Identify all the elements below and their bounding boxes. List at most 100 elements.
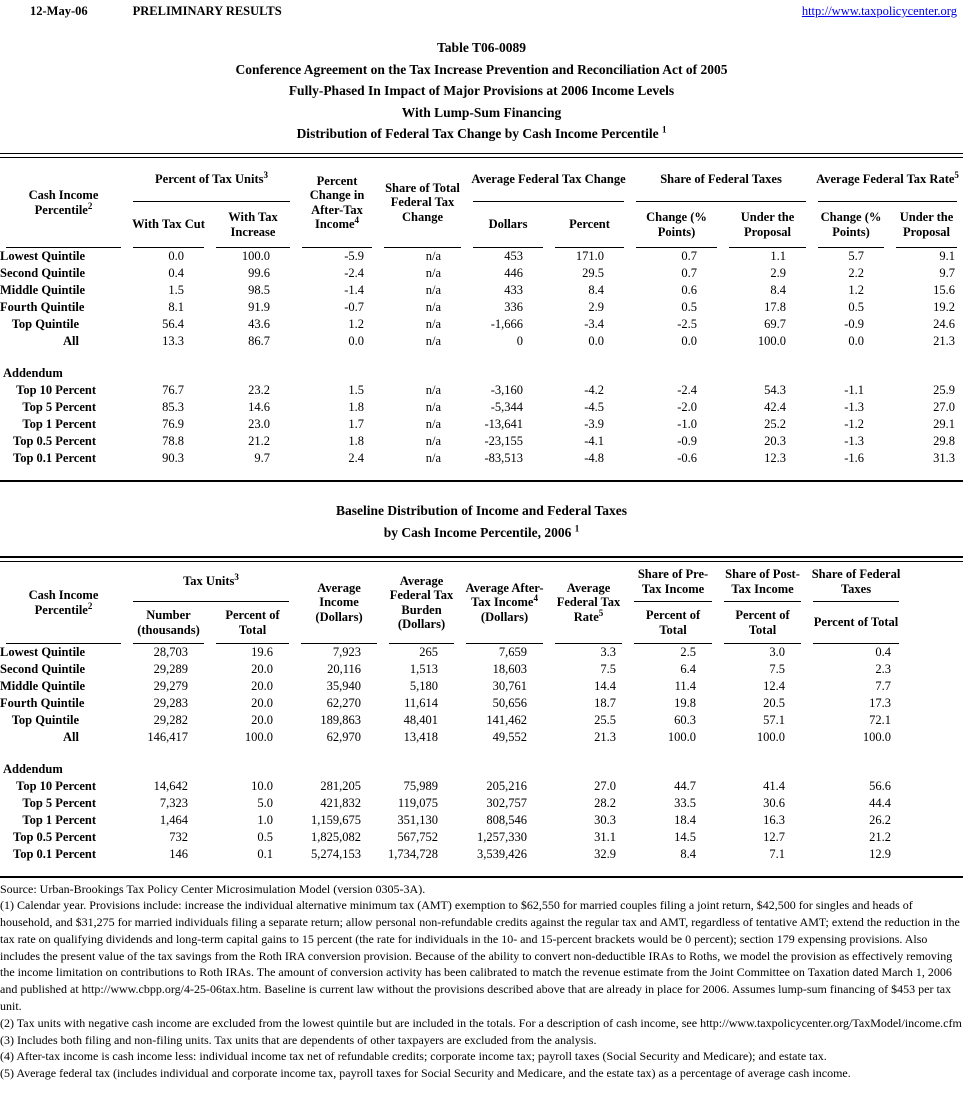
value-cell: 31.3	[933, 450, 956, 465]
source-note: Source: Urban-Brookings Tax Policy Cente…	[0, 881, 426, 896]
value-cell: 7.1	[769, 846, 786, 861]
value-cell: 27.0	[594, 778, 617, 793]
value-cell: 0.5	[848, 299, 865, 314]
table-row: Top 5 Percent 7,323 5.0 421,832 119,075 302,7…	[0, 795, 963, 812]
value-cell: 5,180	[409, 678, 439, 693]
value-cell: 44.7	[674, 778, 697, 793]
value-cell: 8.4	[680, 846, 697, 861]
title-line-impact: Fully-Phased In Impact of Major Provisio…	[288, 83, 675, 98]
value-cell: 54.3	[764, 382, 787, 397]
spacer-cell	[905, 778, 963, 795]
table-row: Top Quintile 29,282 20.0 189,863 48,401 141,4…	[0, 712, 963, 729]
table2-top-rule	[0, 555, 963, 562]
gap-row-cell	[0, 350, 963, 365]
gap-row-cell	[0, 863, 963, 876]
value-cell: 29,289	[153, 661, 188, 676]
value-cell: 20.0	[251, 678, 274, 693]
value-cell: 8.4	[770, 282, 787, 297]
value-cell: 56.6	[869, 778, 892, 793]
value-cell: 9.1	[939, 248, 956, 263]
value-cell: 62,970	[326, 729, 362, 744]
row-label: Top 1 Percent	[22, 416, 96, 431]
colgroup-average-federal-tax-rate: Average Federal Tax Rate5	[812, 158, 963, 202]
value-cell: -3.4	[584, 316, 605, 331]
table2-title: Baseline Distribution of Income and Fede…	[0, 500, 963, 544]
col-fed-taxes-percent-of-total: Percent of Total	[807, 602, 905, 644]
table-row: All 13.3 86.7 0.0 n/a 0 0.0 0.0 100.0 0.0 21.3	[0, 333, 963, 350]
value-cell: 12.4	[763, 678, 786, 693]
value-cell: -1.2	[844, 416, 865, 431]
col-average-federal-tax-rate: Average Federal Tax Rate5	[549, 562, 628, 644]
value-cell: 14,642	[153, 778, 188, 793]
value-cell: -4.2	[584, 382, 605, 397]
table1-bottom-rule	[0, 479, 963, 482]
value-cell: 49,552	[492, 729, 528, 744]
tax-change-table: Cash Income Percentile2 Percent of Tax U…	[0, 158, 963, 480]
table-row: Top 1 Percent 1,464 1.0 1,159,675 351,130 808…	[0, 812, 963, 829]
spacer-cell	[905, 712, 963, 729]
gap-row-cell	[0, 746, 963, 761]
row-label: All	[63, 729, 79, 744]
value-cell: 9.7	[254, 450, 271, 465]
value-cell: 446	[504, 265, 524, 280]
value-cell: 9.7	[939, 265, 956, 280]
row-label: Top Quintile	[11, 712, 79, 727]
value-cell: 20.0	[251, 661, 274, 676]
row-label: Fourth Quintile	[0, 695, 85, 710]
row-label: Top 0.5 Percent	[13, 433, 96, 448]
table-row: Top 5 Percent 85.3 14.6 1.8 n/a -5,344 -4.5 -2.…	[0, 399, 963, 416]
spacer-cell	[905, 661, 963, 678]
col-rate-under-proposal: Under the Proposal	[890, 202, 963, 248]
value-cell: 43.6	[248, 316, 271, 331]
value-cell: 19.6	[251, 644, 274, 659]
value-cell: 25.9	[933, 382, 956, 397]
table-row: Middle Quintile 29,279 20.0 35,940 5,180 30,7…	[0, 678, 963, 695]
row-label: Top 10 Percent	[16, 382, 96, 397]
table-row: Second Quintile 29,289 20.0 20,116 1,513 18,6…	[0, 661, 963, 678]
table-row: Lowest Quintile 28,703 19.6 7,923 265 7,659 3.…	[0, 644, 963, 661]
row-label: Middle Quintile	[0, 678, 86, 693]
value-cell: 302,757	[486, 795, 528, 810]
value-cell: 5.7	[848, 248, 865, 263]
value-cell: 1,734,728	[388, 846, 439, 861]
row-label: Top 10 Percent	[16, 778, 96, 793]
footnote-1: (1) Calendar year. Provisions include: i…	[0, 898, 960, 1014]
footnote-2: (2) Tax units with negative cash income …	[0, 1015, 962, 1030]
value-cell: 3,539,426	[477, 846, 528, 861]
footnote-3: (3) Includes both filing and non-filing …	[0, 1032, 597, 1047]
value-cell: 24.6	[933, 316, 956, 331]
value-cell: 2.9	[770, 265, 787, 280]
value-cell: 17.8	[764, 299, 787, 314]
status-label: PRELIMINARY RESULTS	[132, 4, 282, 18]
value-cell: 18.7	[594, 695, 617, 710]
table-row: Top 0.1 Percent 146 0.1 5,274,153 1,734,728 3…	[0, 846, 963, 863]
row-label: Second Quintile	[0, 661, 86, 676]
table-row: Top 0.5 Percent 732 0.5 1,825,082 567,752 1,2…	[0, 829, 963, 846]
gap-row	[0, 467, 963, 480]
value-cell: 30.6	[763, 795, 786, 810]
row-label: Top 0.1 Percent	[13, 450, 96, 465]
table2-bottom-rule	[0, 875, 963, 878]
value-cell: 2.3	[875, 661, 892, 676]
value-cell: -4.1	[584, 433, 605, 448]
value-cell: 21.2	[248, 433, 271, 448]
value-cell: 32.9	[594, 846, 617, 861]
value-cell: 76.9	[162, 416, 184, 431]
table-row: Second Quintile 0.4 99.6 -2.4 n/a 446 29.5 0.7 2…	[0, 265, 963, 282]
value-cell: 3.0	[769, 644, 786, 659]
row-label: Lowest Quintile	[0, 248, 86, 263]
taxpolicycenter-link[interactable]: http://www.taxpolicycenter.org	[801, 4, 957, 18]
row-label: Second Quintile	[0, 265, 86, 280]
value-cell: 25.2	[764, 416, 787, 431]
table-number-title: Table T06-0089	[437, 40, 526, 55]
header-label: Distribution of Federal Tax Change by Ca…	[296, 126, 662, 141]
value-cell: n/a	[425, 433, 442, 448]
value-cell: -2.0	[677, 399, 698, 414]
value-cell: 1.2	[348, 316, 365, 331]
value-cell: 2.4	[348, 450, 365, 465]
value-cell: -0.9	[677, 433, 698, 448]
value-cell: 20.0	[251, 712, 274, 727]
value-cell: 56.4	[162, 316, 184, 331]
value-cell: n/a	[425, 333, 442, 348]
header-label: Tax Units	[183, 574, 235, 589]
